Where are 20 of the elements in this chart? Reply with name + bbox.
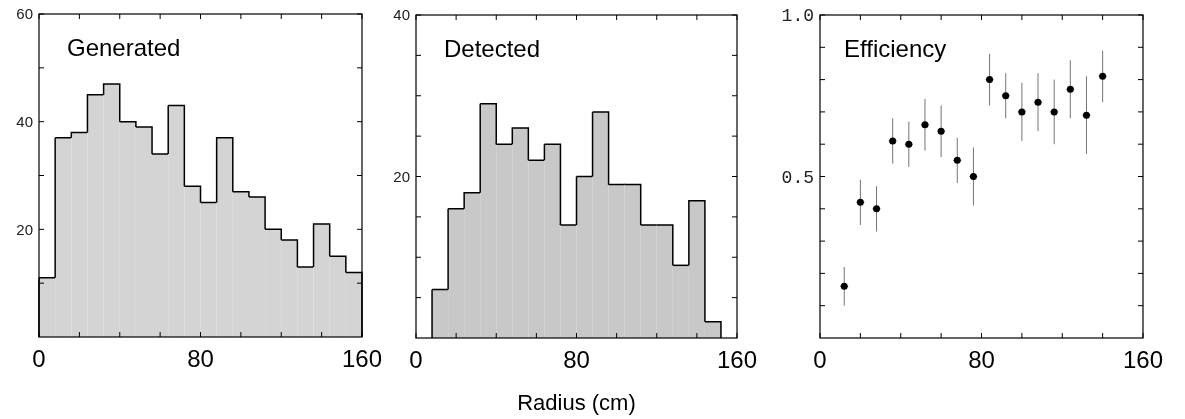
x-tick-label: 0 bbox=[813, 346, 827, 373]
y-tick-label: 0.5 bbox=[781, 167, 814, 188]
x-tick-label: 80 bbox=[187, 345, 214, 372]
y-tick-label: 40 bbox=[393, 6, 410, 24]
y-tick-label: 20 bbox=[16, 220, 33, 238]
y-tick-label: 60 bbox=[16, 5, 33, 23]
x-tick-label: 0 bbox=[32, 345, 46, 372]
y-tick-label: 1.0 bbox=[781, 6, 814, 27]
x-axis-title: Radius (cm) bbox=[517, 390, 636, 415]
text: Efficiency bbox=[844, 35, 947, 62]
x-tick-label: 0 bbox=[409, 346, 423, 373]
y-tick-label: 20 bbox=[393, 167, 410, 185]
y-tick-label: 40 bbox=[16, 112, 33, 130]
x-tick-label: 80 bbox=[563, 346, 590, 373]
text: Generated bbox=[67, 34, 181, 61]
text: Detected bbox=[444, 35, 541, 62]
x-tick-label: 80 bbox=[968, 346, 995, 373]
x-tick-label: 160 bbox=[1122, 346, 1164, 373]
x-tick-label: 160 bbox=[341, 345, 383, 372]
x-tick-label: 160 bbox=[716, 346, 758, 373]
